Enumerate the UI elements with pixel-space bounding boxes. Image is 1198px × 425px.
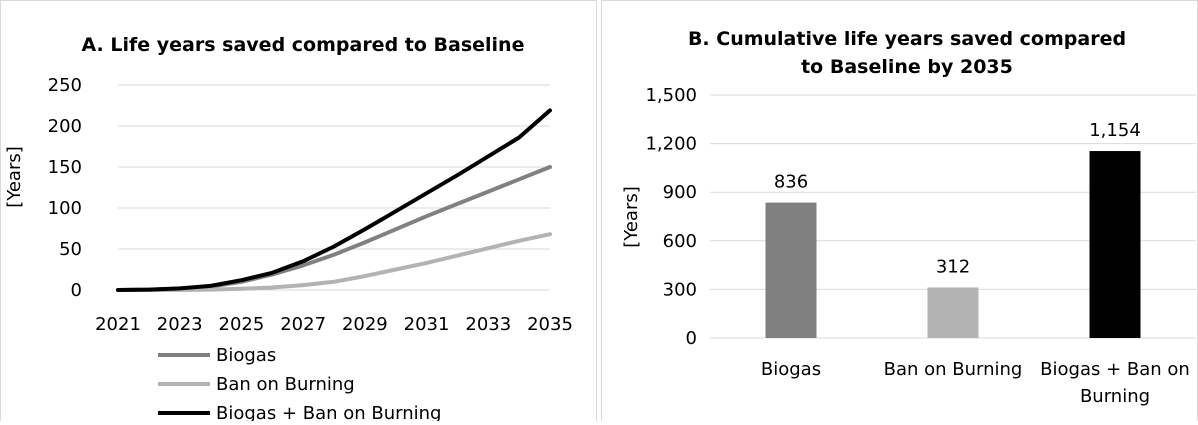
x-tick-label: Ban on Burning [884,359,1023,380]
legend-label: Ban on Burning [216,374,355,395]
y-tick-label: 1,500 [645,85,697,106]
panel-a-y-axis-label: [Years] [4,146,25,208]
panel-b-title-line-1: B. Cumulative life years saved compared [688,28,1126,50]
y-tick-label: 900 [663,182,697,203]
panel-a-frame [0,0,597,425]
x-tick-label: 2027 [280,314,326,335]
y-tick-label: 1,200 [645,134,697,155]
series-line-2 [116,232,552,292]
y-tick-label: 0 [71,280,82,301]
x-tick-label: 2023 [157,314,203,335]
legend-label: Biogas [216,345,276,366]
x-tick-label: Biogas [761,359,821,380]
x-tick-label: Biogas + Ban on [1040,359,1190,380]
data-label: 1,154 [1089,120,1141,141]
series-line-1 [116,165,552,292]
bar [1089,151,1141,338]
y-tick-label: 300 [663,279,697,300]
x-tick-label: Burning [1080,386,1150,407]
panel-a-title: A. Life years saved compared to Baseline [82,34,525,56]
y-tick-label: 0 [686,328,697,349]
y-tick-label: 50 [59,239,82,260]
bar [765,202,817,338]
y-tick-label: 600 [663,231,697,252]
series-line-3 [116,108,552,292]
x-tick-label: 2035 [527,314,573,335]
data-label: 836 [774,172,808,193]
panel-b-y-axis-label: [Years] [621,186,642,248]
x-tick-label: 2033 [465,314,511,335]
legend-label: Biogas + Ban on Burning [216,403,441,421]
y-tick-label: 200 [48,116,82,137]
y-tick-label: 100 [48,198,82,219]
x-tick-label: 2031 [404,314,450,335]
data-label: 312 [936,256,970,277]
y-tick-label: 250 [48,75,82,96]
x-tick-label: 2021 [95,314,141,335]
panel-b-title-line-2: to Baseline by 2035 [801,56,1013,78]
x-tick-label: 2029 [342,314,388,335]
bar [927,287,979,338]
panel-a-plot: 0 50 100 150 200 250 2021 2023 2025 2027 2029 2031 2… [48,75,573,424]
panel-b-plot: 0 300 600 900 1,200 1,500 836 Biogas 312 Ban on B… [645,85,1196,407]
x-tick-label: 2025 [219,314,265,335]
y-tick-label: 150 [48,157,82,178]
